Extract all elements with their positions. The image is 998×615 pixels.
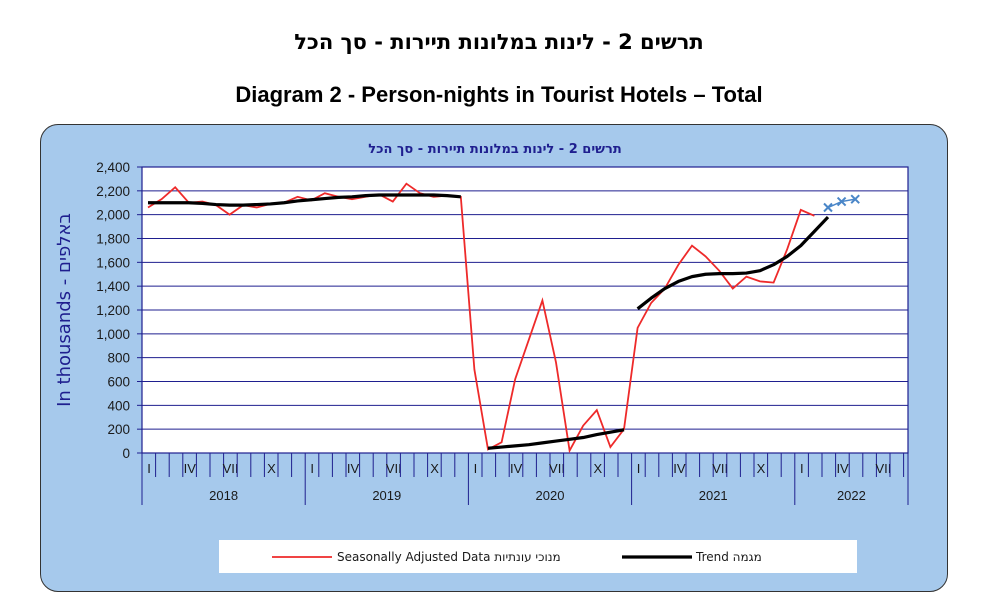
y-tick-label: 1,400 [96,279,130,294]
x-month-label: X [757,461,766,476]
y-tick-label: 2,000 [96,208,130,223]
y-tick-label: 1,800 [96,232,130,247]
y-tick-label: 0 [122,446,130,461]
x-month-label: I [147,461,151,476]
y-tick-label: 800 [107,351,130,366]
x-month-label: VII [549,461,565,476]
x-month-label: X [267,461,276,476]
y-tick-label: 600 [107,375,130,390]
chart-title: תרשים 2 - לינות במלונות תיירות - סך הכל [368,142,622,157]
x-month-label: X [593,461,602,476]
x-year-label: 2022 [837,488,866,503]
x-year-label: 2020 [536,488,565,503]
x-year-label: 2021 [699,488,728,503]
x-month-label: I [800,461,804,476]
x-month-label: I [637,461,641,476]
legend-label-trend: Trend מגמה [695,550,762,564]
forecast-point [850,194,860,204]
x-month-label: IV [184,461,197,476]
x-month-label: VII [875,461,891,476]
x-year-label: 2018 [209,488,238,503]
x-month-label: IV [510,461,523,476]
x-month-label: VII [386,461,402,476]
series-trend-segment [636,215,830,311]
y-tick-label: 2,400 [96,160,130,175]
y-tick-label: 400 [107,398,130,413]
forecast-point [823,202,833,213]
hebrew-heading: תרשים 2 - לינות במלונות תיירות - סך הכל [294,30,704,54]
x-month-label: VII [223,461,239,476]
series-trend-segment [487,428,625,450]
x-month-label: VII [712,461,728,476]
y-tick-label: 200 [107,422,130,437]
x-month-label: X [430,461,439,476]
x-year-label: 2019 [372,488,401,503]
series-seasonally-adjusted [147,182,815,454]
series-trend-segment [148,193,461,207]
x-month-label: IV [347,461,360,476]
y-axis-label: In thousands - באלפים [54,213,75,407]
english-heading: Diagram 2 - Person-nights in Tourist Hot… [235,82,763,107]
y-tick-label: 1,000 [96,327,130,342]
y-tick-label: 1,600 [96,255,130,270]
forecast-point [836,196,847,207]
x-month-label: I [310,461,314,476]
y-tick-label: 1,200 [96,303,130,318]
y-tick-label: 2,200 [96,184,130,199]
x-month-label: IV [673,461,686,476]
legend-label-seasonal: Seasonally Adjusted Data מנוכי עונתיות [337,550,561,564]
x-month-label: I [474,461,478,476]
x-month-label: IV [836,461,849,476]
